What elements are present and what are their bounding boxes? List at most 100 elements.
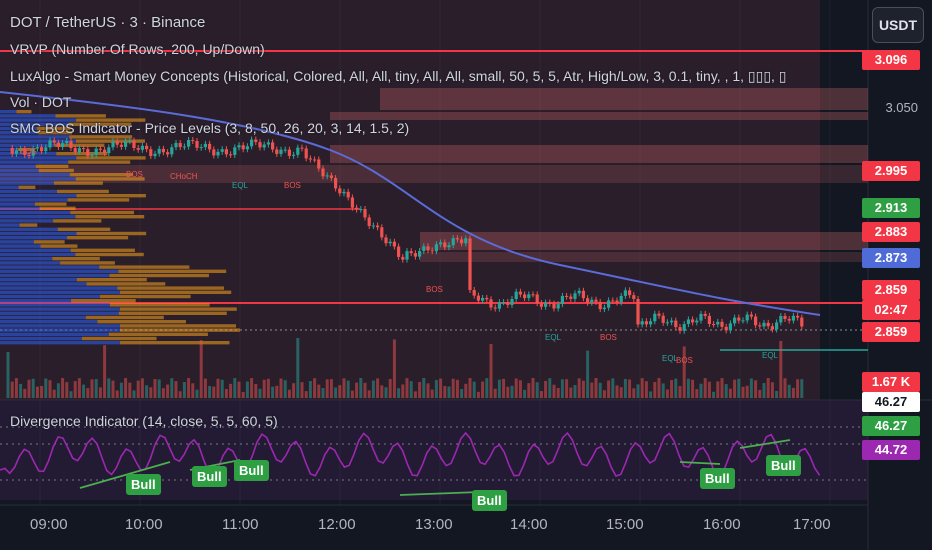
- volume-profile-bar-up: [0, 194, 77, 198]
- volume-profile-bar-down: [75, 252, 144, 257]
- price-tag: 2.913: [862, 198, 920, 218]
- candle-body: [279, 149, 283, 154]
- volume-profile-bar-down: [57, 227, 111, 231]
- candle-body: [14, 150, 18, 154]
- candle-body: [103, 149, 107, 154]
- volume-bar: [422, 378, 426, 398]
- volume-bar: [476, 391, 480, 398]
- divergence-line: [79, 461, 171, 489]
- candle-body: [350, 197, 354, 208]
- candle-body: [187, 140, 191, 147]
- candle-body: [262, 144, 266, 148]
- candle-body: [670, 320, 674, 323]
- candle-body: [695, 320, 699, 323]
- volume-bar: [321, 388, 325, 398]
- volume-bar: [636, 384, 640, 398]
- candle-body: [632, 295, 636, 299]
- candle-body: [376, 225, 380, 228]
- candle-body: [476, 295, 480, 301]
- volume-bar: [300, 382, 304, 398]
- candle-body: [115, 141, 119, 145]
- symbol-title[interactable]: DOT / TetherUS · 3 · Binance: [10, 14, 206, 31]
- volume-bar: [602, 390, 606, 398]
- volume-profile-bar-up: [0, 152, 57, 156]
- volume-profile-bar-down: [76, 156, 146, 160]
- volume-profile-bar-down: [120, 290, 232, 294]
- volume-bar: [510, 385, 514, 398]
- volume-bar: [208, 385, 212, 398]
- candle-body: [439, 242, 443, 245]
- candle-body: [409, 251, 413, 254]
- volume-bar: [665, 389, 669, 398]
- candle-body: [644, 321, 648, 325]
- candle-body: [741, 320, 745, 322]
- volume-profile-bar-up: [0, 282, 87, 286]
- volume-profile-bar-down: [33, 240, 65, 244]
- luxalgo-legend[interactable]: LuxAlgo - Smart Money Concepts (Historic…: [10, 68, 787, 84]
- volume-profile-bar-down: [75, 139, 145, 143]
- candle-body: [783, 315, 787, 320]
- volume-bar: [489, 344, 493, 398]
- price-tag: 2.995: [862, 161, 920, 181]
- volume-bar: [90, 379, 94, 398]
- volume-bar: [439, 378, 443, 398]
- volume-bar: [388, 379, 392, 398]
- candle-body: [321, 168, 325, 177]
- candle-body: [304, 148, 308, 159]
- volume-profile-bar-down: [117, 286, 224, 290]
- volume-bar: [128, 382, 132, 398]
- volume-bar: [338, 385, 342, 398]
- supply-zone: [0, 165, 868, 183]
- volume-bar: [166, 384, 170, 398]
- volume-profile-bar-up: [0, 131, 38, 135]
- time-axis-label: 17:00: [793, 516, 831, 533]
- volume-profile-bar-up: [0, 206, 40, 210]
- volume-bar: [296, 338, 300, 398]
- volume-legend[interactable]: Vol · DOT: [10, 94, 72, 110]
- candle-body: [401, 256, 405, 260]
- smc-structure-label: EQL: [232, 181, 249, 190]
- volume-bar: [35, 386, 39, 398]
- bull-divergence-label: Bull: [472, 490, 507, 511]
- volume-bar: [161, 388, 165, 398]
- volume-profile-bar-up: [0, 261, 61, 265]
- candle-body: [682, 324, 686, 331]
- volume-bar: [493, 388, 497, 398]
- candle-body: [745, 314, 749, 321]
- candle-body: [300, 147, 304, 149]
- volume-bar: [607, 380, 611, 398]
- currency-button[interactable]: USDT: [872, 7, 924, 43]
- volume-profile-bar-up: [0, 114, 56, 118]
- candle-body: [728, 323, 732, 331]
- candle-body: [388, 241, 392, 244]
- volume-profile-bar-up: [0, 110, 17, 114]
- volume-profile-bar-up: [0, 315, 86, 320]
- volume-bar: [548, 378, 552, 398]
- candle-body: [392, 241, 396, 247]
- candle-body: [619, 295, 623, 303]
- volume-profile-bar-up: [0, 278, 77, 282]
- volume-bar: [695, 389, 699, 398]
- volume-bar: [733, 379, 737, 398]
- smc-bos-legend[interactable]: SMC BOS Indicator - Price Levels (3, 8, …: [10, 120, 410, 136]
- volume-profile-bar-up: [0, 118, 77, 122]
- volume-profile-bar-down: [68, 122, 132, 126]
- candle-body: [145, 145, 149, 150]
- candle-body: [86, 149, 90, 156]
- candle-body: [35, 147, 39, 149]
- volume-profile-bar-down: [19, 223, 38, 227]
- candle-body: [766, 322, 770, 327]
- volume-bar: [699, 383, 703, 398]
- volume-profile-bar-down: [108, 332, 208, 336]
- candle-body: [712, 324, 716, 326]
- vrvp-legend[interactable]: VRVP (Number Of Rows, 200, Up/Down): [10, 41, 265, 57]
- volume-bar: [342, 378, 346, 398]
- divergence-legend[interactable]: Divergence Indicator (14, close, 5, 5, 6…: [10, 413, 278, 429]
- volume-bar: [674, 378, 678, 398]
- candle-body: [229, 154, 233, 156]
- volume-bar: [527, 383, 531, 398]
- bull-divergence-label: Bull: [192, 466, 227, 487]
- smc-structure-label: EQL: [662, 354, 679, 363]
- volume-profile-bar-up: [0, 189, 58, 194]
